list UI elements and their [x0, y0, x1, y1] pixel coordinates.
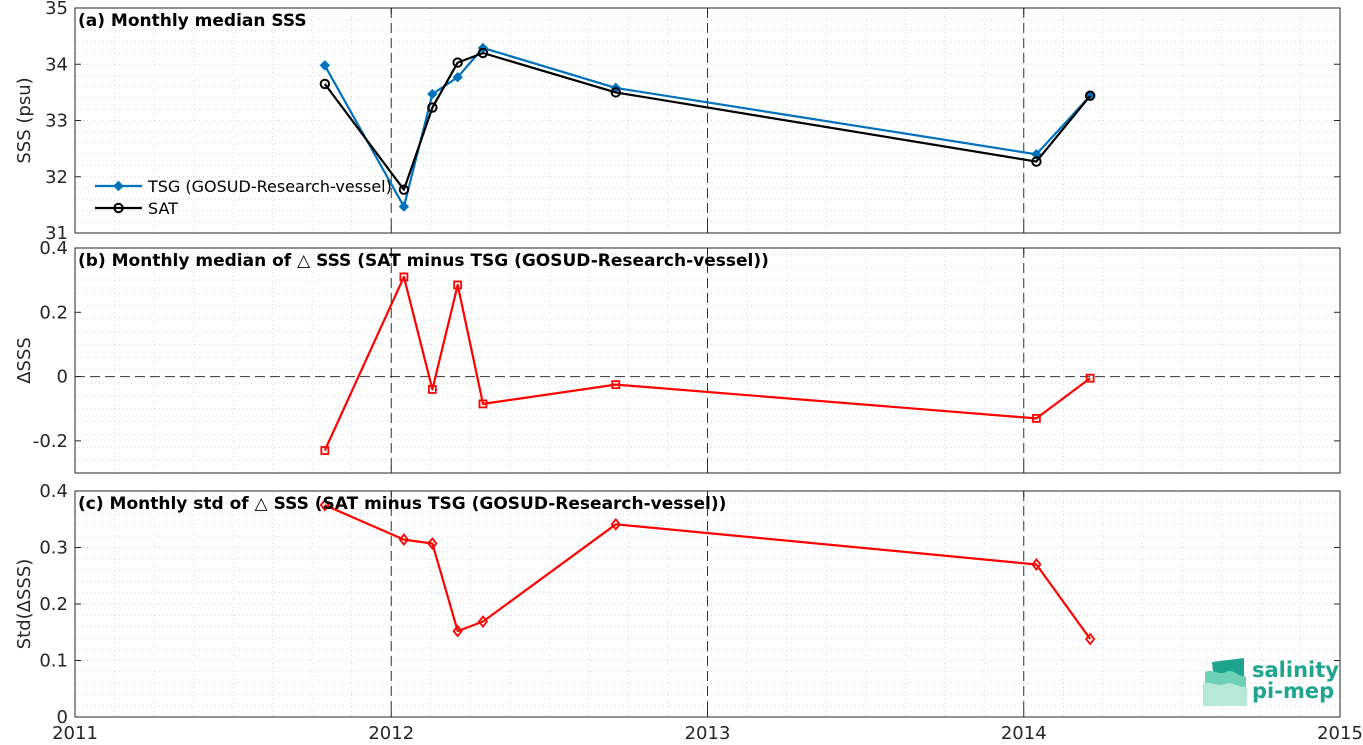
data-point: [320, 446, 330, 455]
data-point: [1031, 558, 1042, 571]
chart-panels: 31 32 33 34 35 SSS (psu) (a) Monthly median SS…: [14, 0, 1363, 744]
panel-title: (b) Monthly median of △ SSS (SAT minus T…: [78, 251, 769, 271]
y-tick-label: 0.4: [39, 481, 68, 502]
series-1: [319, 498, 1096, 646]
data-point: [1085, 373, 1095, 383]
legend-label: TSG (GOSUD-Research-vessel): [147, 177, 392, 196]
panel-title: (a) Monthly median SSS: [78, 11, 307, 31]
data-point: [427, 88, 438, 100]
salinity-pi-mep-logo: salinity pi-mep: [1203, 658, 1339, 706]
data-point: [427, 385, 437, 394]
y-tick-label: 0.4: [39, 238, 68, 259]
x-tick-label: 2012: [368, 723, 414, 744]
series-line: [323, 51, 1092, 191]
x-tick-label: 2014: [1001, 723, 1047, 744]
data-point: [452, 71, 463, 83]
data-point: [1032, 413, 1041, 423]
data-point: [398, 184, 410, 195]
y-axis-label: SSS (psu): [14, 77, 35, 163]
legend-label: SAT: [148, 199, 178, 218]
chart-panel-3: 2011 2012 2013 2014 2015 0 0.1 0.2 0.3 0.4 Std(ΔSS…: [14, 481, 1363, 744]
chart-panel-2: -0.2 0 0.2 0.4 ΔSSS (b) Monthly median of △ S…: [14, 238, 1341, 474]
data-point: [398, 533, 410, 547]
data-point: [319, 60, 331, 71]
y-tick-label: -0.2: [33, 431, 68, 452]
legend-marker: [113, 202, 124, 214]
logo-line-salinity: salinity: [1252, 658, 1339, 682]
series-1: [320, 272, 1095, 455]
y-tick-label: 35: [45, 0, 68, 19]
data-point: [398, 201, 410, 212]
data-point: [453, 280, 463, 290]
data-point: [610, 517, 621, 531]
data-point: [477, 47, 489, 59]
series-line: [324, 504, 1092, 640]
x-tick-label: 2013: [685, 723, 731, 744]
data-point: [1084, 90, 1096, 101]
y-tick-label: 0: [57, 707, 68, 728]
data-point: [427, 537, 438, 550]
y-tick-label: 0.2: [39, 594, 68, 615]
data-point: [427, 102, 438, 113]
y-axis-label: Std(ΔSSS): [14, 559, 35, 650]
logo-line-pi-mep: pi-mep: [1252, 679, 1334, 703]
y-tick-label: 32: [45, 167, 68, 188]
chart-panel-1: 31 32 33 34 35 SSS (psu) (a) Monthly median SS…: [14, 0, 1341, 244]
y-tick-label: 0.3: [39, 538, 68, 559]
y-tick-label: 33: [45, 111, 68, 132]
y-tick-label: 0.1: [39, 651, 68, 672]
y-tick-label: 31: [45, 223, 68, 244]
data-point: [477, 615, 489, 628]
data-point: [319, 78, 331, 90]
y-axis-label: ΔSSS: [14, 337, 35, 384]
panel-title: (c) Monthly std of △ SSS (SAT minus TSG …: [78, 494, 726, 514]
data-point: [1031, 156, 1042, 167]
data-point: [399, 272, 409, 282]
data-point: [1031, 149, 1042, 160]
y-tick-label: 34: [45, 54, 68, 75]
y-tick-label: 0: [57, 367, 68, 388]
x-tick-label: 2011: [52, 723, 98, 744]
y-tick-label: 0.2: [39, 302, 68, 323]
series-2: [319, 47, 1096, 195]
data-point: [319, 498, 330, 512]
x-tick-label: 2015: [1317, 723, 1363, 744]
data-point: [610, 87, 621, 98]
data-point: [1085, 632, 1096, 646]
data-point: [611, 380, 621, 390]
legend-marker: [113, 180, 124, 192]
data-point: [478, 399, 488, 409]
data-point: [452, 57, 463, 68]
logo-mark: [1203, 658, 1247, 706]
data-point: [452, 624, 463, 638]
series-line: [323, 275, 1091, 451]
legend: TSG (GOSUD-Research-vessel) SAT: [95, 177, 392, 218]
